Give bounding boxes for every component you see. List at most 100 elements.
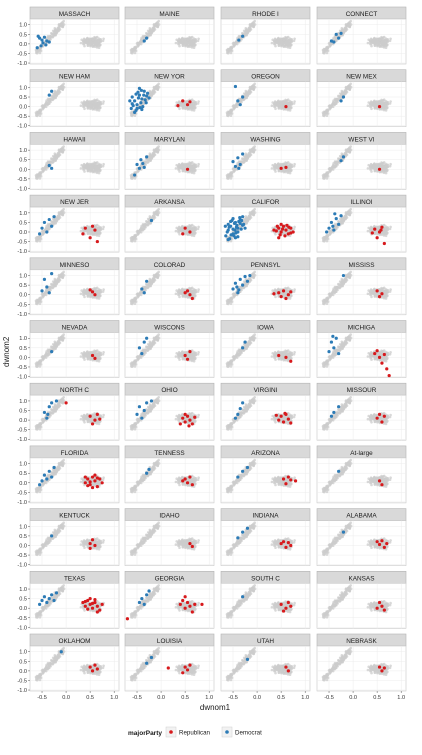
panel-background (125, 19, 214, 64)
background-point (286, 44, 289, 47)
background-point (335, 102, 338, 105)
y-tick-label: -1.0 (17, 61, 27, 67)
background-point (52, 35, 55, 38)
background-point (97, 40, 100, 43)
background-point (329, 169, 332, 172)
background-point (60, 150, 63, 153)
background-point (322, 49, 325, 52)
democrat-point (48, 218, 51, 221)
republican-point (378, 105, 381, 108)
democrat-point (137, 96, 140, 99)
y-tick-label: 0.5 (19, 158, 27, 164)
background-point (275, 165, 278, 168)
background-point (277, 104, 280, 107)
background-point (130, 240, 133, 243)
democrat-point (143, 166, 146, 169)
background-point (48, 102, 51, 105)
background-point (130, 237, 133, 240)
background-point (197, 226, 200, 229)
democrat-point (37, 35, 40, 38)
background-point (329, 44, 332, 47)
background-point (153, 214, 156, 217)
background-point (38, 175, 41, 178)
background-point (233, 104, 236, 107)
background-point (58, 151, 61, 154)
background-point (175, 167, 178, 170)
background-point (130, 174, 133, 177)
background-point (347, 87, 350, 90)
background-point (322, 114, 325, 117)
background-point (373, 38, 376, 41)
background-point (57, 218, 60, 221)
y-tick-label: 0.0 (19, 105, 27, 111)
background-point (153, 151, 156, 154)
y-tick-label: 1.0 (19, 23, 27, 29)
democrat-point (138, 94, 141, 97)
republican-point (84, 227, 87, 230)
background-point (322, 111, 325, 114)
y-tick-label: 0.0 (19, 42, 27, 48)
y-tick-label: 0.0 (19, 230, 27, 236)
background-point (382, 170, 385, 173)
background-point (197, 163, 200, 166)
democrat-point (147, 96, 150, 99)
background-point (155, 150, 158, 153)
background-point (371, 39, 374, 42)
facet-panel: NEW MEX (317, 70, 406, 127)
background-point (130, 49, 133, 52)
democrat-point (130, 107, 133, 110)
background-point (38, 50, 41, 53)
background-point (130, 111, 133, 114)
democrat-point (40, 38, 43, 41)
background-point (286, 170, 289, 173)
background-point (277, 163, 280, 166)
background-point (251, 150, 254, 153)
background-point (179, 227, 182, 230)
background-point (152, 30, 155, 33)
background-point (95, 232, 98, 235)
republican-point (186, 103, 189, 106)
background-point (189, 225, 192, 228)
democrat-point (39, 44, 42, 47)
background-point (57, 92, 60, 95)
republican-point (93, 228, 96, 231)
republican-point (176, 104, 179, 107)
background-point (97, 228, 100, 231)
background-point (94, 37, 97, 40)
democrat-point (45, 230, 48, 233)
background-point (80, 230, 83, 233)
background-point (80, 104, 83, 107)
background-point (373, 163, 376, 166)
y-tick-label: -0.5 (17, 114, 27, 120)
background-point (130, 52, 133, 55)
facet-label: ARKANSA (154, 199, 185, 206)
democrat-point (335, 33, 338, 36)
background-point (42, 169, 45, 172)
facet-label: MASSACH (59, 11, 91, 18)
background-point (367, 167, 370, 170)
democrat-point (150, 219, 153, 222)
background-point (285, 100, 288, 103)
facet-panel: OREGON (221, 70, 310, 127)
background-point (60, 25, 63, 28)
background-point (249, 151, 252, 154)
background-point (62, 147, 65, 150)
background-point (133, 238, 136, 241)
background-point (226, 111, 229, 114)
facet-label: OREGON (251, 74, 280, 81)
democrat-point (52, 215, 55, 218)
background-point (384, 102, 387, 105)
background-point (84, 39, 87, 42)
background-point (102, 226, 105, 229)
background-point (384, 40, 387, 43)
panel-background (30, 144, 119, 189)
democrat-point (41, 41, 44, 44)
y-tick-label: -1.0 (17, 249, 27, 255)
background-point (175, 42, 178, 45)
background-point (389, 100, 392, 103)
background-point (248, 218, 251, 221)
y-tick-label: -1.0 (17, 124, 27, 130)
background-point (86, 229, 89, 232)
democrat-point (339, 159, 342, 162)
